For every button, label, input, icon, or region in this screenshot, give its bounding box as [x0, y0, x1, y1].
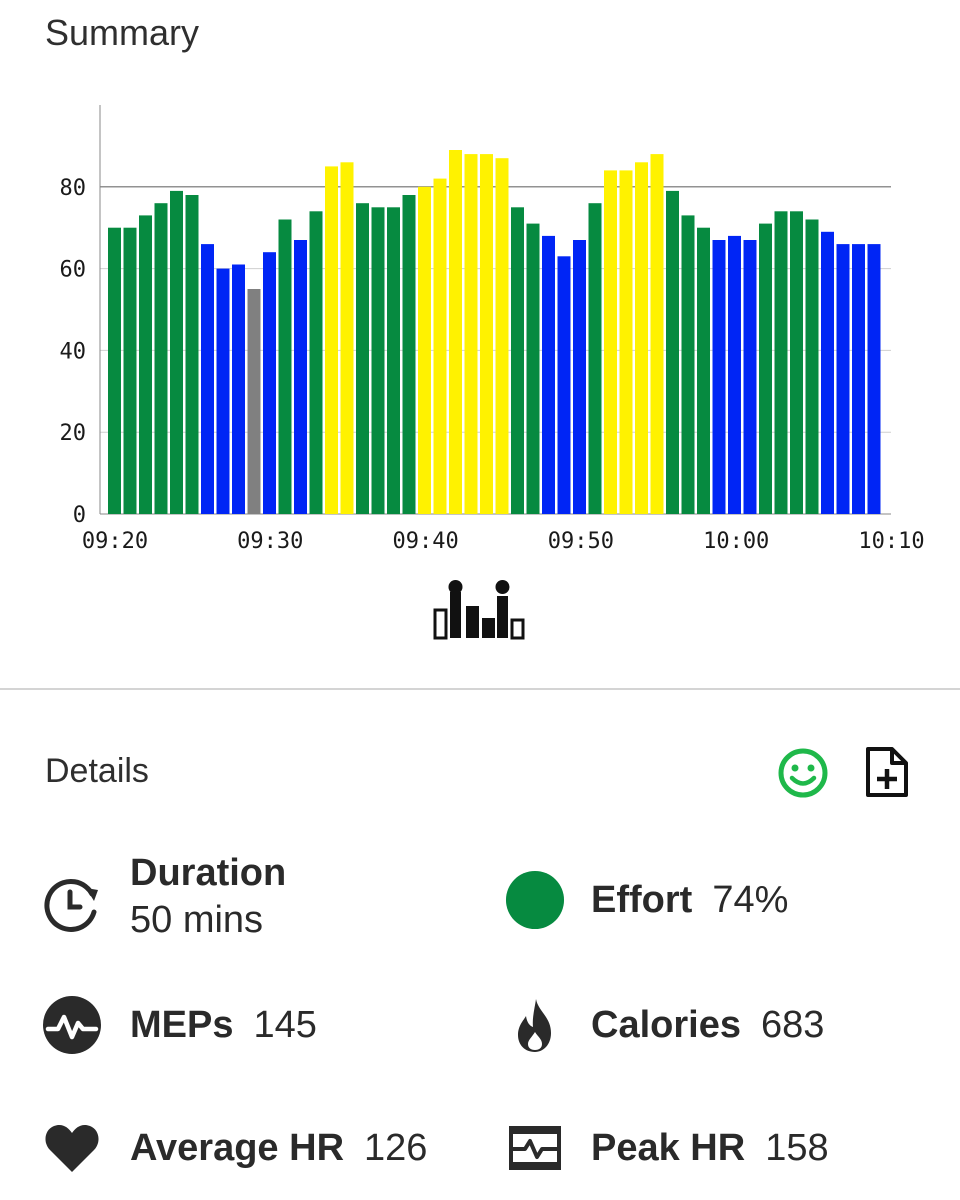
bar [154, 203, 168, 514]
bar [495, 158, 509, 514]
bar [263, 252, 276, 514]
bar [340, 162, 354, 515]
y-axis-ticks: 0 20 40 60 80 [60, 176, 87, 528]
bar [480, 154, 493, 514]
meps-icon [42, 995, 102, 1055]
bar [433, 178, 447, 514]
meps-stat: MEPs 145 [42, 995, 317, 1055]
x-tick-label: 09:40 [392, 529, 458, 554]
y-tick-label: 20 [60, 421, 87, 446]
average-hr-label: Average HR [130, 1126, 345, 1169]
y-tick-label: 40 [60, 339, 87, 364]
bar [232, 264, 245, 514]
average-hr-value: 126 [364, 1126, 428, 1169]
bar [650, 154, 664, 514]
x-tick-label: 09:50 [548, 529, 614, 554]
meps-value: 145 [253, 1003, 317, 1046]
bar [588, 203, 602, 514]
bar [201, 244, 214, 514]
bar [542, 235, 555, 514]
bar [247, 289, 261, 514]
flame-icon [505, 995, 565, 1055]
duration-stat: Duration 50 mins [42, 852, 286, 942]
clock-icon [42, 874, 102, 934]
effort-label: Effort [591, 878, 693, 921]
bar [821, 231, 834, 515]
bar [619, 170, 633, 514]
chart-mode-toggle-icon[interactable] [430, 578, 530, 645]
duration-value: 50 mins [130, 899, 264, 941]
calories-value: 683 [760, 1003, 825, 1046]
details-title: Details [45, 752, 149, 790]
bar [464, 154, 478, 514]
bar [774, 211, 788, 515]
y-tick-label: 0 [73, 503, 86, 528]
bar [573, 240, 586, 514]
bar [666, 190, 679, 514]
bar [123, 227, 137, 514]
chart-bars [108, 150, 881, 515]
bar [836, 244, 850, 514]
bar [170, 190, 183, 514]
duration-label: Duration [130, 852, 287, 894]
bar [325, 166, 338, 514]
summary-title: Summary [45, 12, 200, 53]
calories-stat: Calories 683 [505, 995, 824, 1055]
bar [712, 240, 726, 514]
bar [418, 186, 431, 515]
heart-rate-bar-chart: 0 20 40 60 80 09:20 09:30 09:40 09:50 10:00 10:10 [60, 105, 925, 554]
bar [387, 207, 400, 515]
heart-icon [42, 1118, 102, 1178]
peak-hr-icon [505, 1118, 565, 1178]
x-tick-label: 09:20 [82, 529, 148, 554]
add-note-icon[interactable] [864, 745, 910, 804]
bar [852, 244, 865, 514]
x-tick-label: 09:30 [237, 529, 303, 554]
bar [309, 211, 323, 515]
bar [449, 150, 462, 514]
bar [526, 223, 540, 514]
effort-dot-icon [505, 870, 565, 930]
bar [681, 215, 695, 514]
y-tick-label: 60 [60, 258, 87, 283]
bar [759, 223, 772, 514]
bar [557, 256, 571, 514]
x-tick-label: 10:10 [858, 529, 924, 554]
bar [604, 170, 617, 514]
peak-hr-stat: Peak HR 158 [505, 1118, 829, 1178]
bar [790, 211, 803, 515]
bar [511, 207, 524, 515]
bar [697, 227, 710, 514]
bar [294, 240, 307, 514]
bar [402, 195, 416, 514]
bar [108, 227, 121, 514]
bar [216, 268, 230, 514]
x-tick-label: 10:00 [703, 529, 769, 554]
peak-hr-label: Peak HR [591, 1126, 746, 1169]
effort-value: 74% [712, 878, 789, 921]
peak-hr-value: 158 [765, 1126, 829, 1169]
bar [278, 219, 292, 514]
bar [805, 219, 819, 514]
x-axis-ticks: 09:20 09:30 09:40 09:50 10:00 10:10 [82, 529, 925, 554]
bar [139, 215, 152, 514]
y-tick-label: 80 [60, 176, 87, 201]
bar [371, 207, 385, 515]
bar [743, 240, 757, 514]
bar [867, 244, 881, 514]
bar [185, 195, 199, 514]
bar [356, 203, 369, 514]
calories-label: Calories [591, 1003, 741, 1046]
smiley-icon[interactable] [776, 746, 830, 805]
effort-stat: Effort 74% [505, 870, 788, 930]
section-divider [0, 688, 960, 690]
bar [635, 162, 648, 515]
bar [728, 235, 741, 514]
average-hr-stat: Average HR 126 [42, 1118, 427, 1178]
meps-label: MEPs [130, 1003, 234, 1046]
